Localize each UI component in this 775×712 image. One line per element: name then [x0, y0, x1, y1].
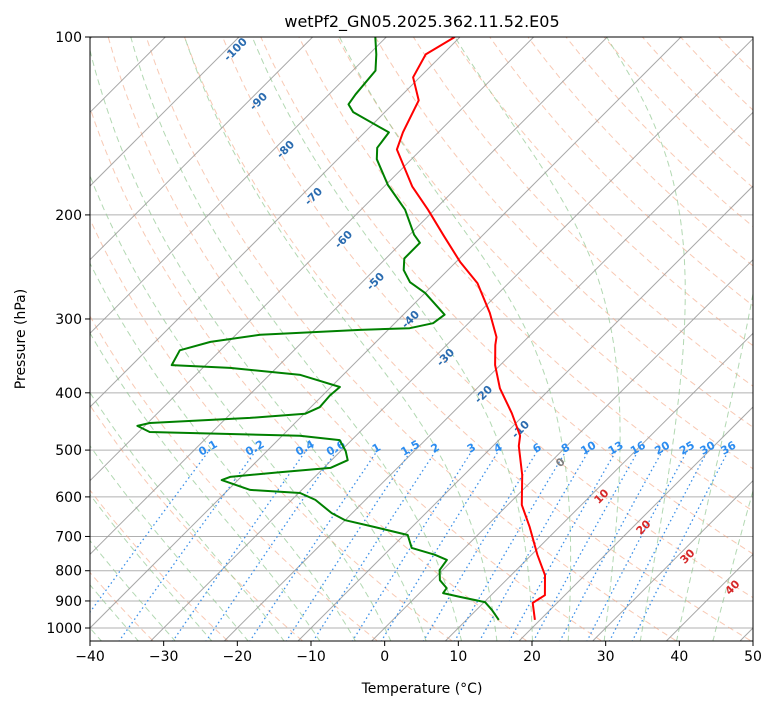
dry-adiabat	[413, 37, 775, 641]
chart-title: wetPf2_GN05.2025.362.11.52.E05	[284, 12, 559, 32]
y-tick-label: 600	[55, 490, 82, 506]
isotherm	[0, 24, 399, 643]
dry-adiabat	[452, 37, 775, 641]
y-tick-label: 700	[55, 529, 82, 545]
y-tick-label: 400	[55, 386, 82, 402]
x-tick-label: 50	[744, 649, 762, 665]
moist-adiabat	[0, 37, 320, 642]
y-tick-label: 300	[55, 312, 82, 328]
adiabat-label: 30	[678, 546, 698, 566]
dry-adiabat	[757, 37, 775, 641]
mixing-ratio-label: 1.5	[399, 438, 422, 459]
mixing-ratio-line	[381, 450, 499, 642]
pressure-gridlines	[90, 37, 753, 628]
moist-adiabat	[0, 37, 285, 642]
mixing-ratio-label: 25	[677, 439, 697, 458]
dry-adiabat	[375, 37, 775, 641]
y-tick-label: 1000	[46, 621, 82, 637]
moist-adiabat	[0, 37, 249, 642]
mixing-ratio-label: 10	[579, 439, 599, 458]
y-axis: 100 200 300 400 500 600 700 800 900 1000	[46, 30, 90, 637]
x-tick-label: −30	[149, 649, 179, 665]
mixing-ratio-label: 0.4	[293, 437, 317, 458]
adiabat-label: -80	[274, 138, 297, 161]
isotherm	[738, 24, 775, 643]
mixing-ratio-label: 3	[465, 441, 478, 456]
x-tick-label: 20	[523, 649, 541, 665]
adiabat-label: -60	[332, 228, 355, 251]
dry-adiabat	[261, 37, 775, 641]
mixing-ratio-line	[352, 450, 472, 642]
dry-adiabat	[0, 37, 3, 641]
dry-adiabat	[337, 37, 775, 641]
isotherm	[149, 24, 768, 643]
adiabat-label: 40	[723, 577, 743, 597]
mixing-ratio-label: 1	[370, 441, 383, 456]
x-tick-label: 40	[670, 649, 688, 665]
isotherm	[370, 24, 775, 643]
dry-adiabat	[185, 37, 751, 641]
moist-adiabat	[87, 37, 427, 642]
x-axis: −40 −30 −20 −10 0 10 20 30 40 50	[75, 641, 762, 665]
mixing-ratio-line	[587, 450, 688, 642]
adiabat-label: -70	[302, 185, 325, 208]
mixing-ratio-line	[423, 450, 538, 642]
dry-adiabat	[681, 37, 775, 641]
mixing-ratio-line	[509, 450, 617, 642]
x-tick-label: −20	[223, 649, 253, 665]
isotherm	[0, 24, 252, 643]
isotherm	[591, 24, 775, 643]
plot-area: -100-90-80-70-60-50-40-30-20-10010203040…	[0, 24, 775, 643]
mixing-ratio-label: 2	[429, 441, 442, 456]
y-axis-label: Pressure (hPa)	[13, 289, 29, 389]
moist-adiabat	[0, 37, 212, 642]
x-axis-label: Temperature (°C)	[361, 681, 483, 697]
mixing-ratio-label: 13	[606, 439, 626, 458]
x-tick-label: 10	[449, 649, 467, 665]
adiabat-label: -50	[364, 270, 387, 293]
dry-adiabat	[490, 37, 775, 641]
x-tick-label: 0	[380, 649, 389, 665]
adiabat-label: -90	[247, 90, 270, 113]
mixing-ratio-line	[560, 450, 663, 642]
dry-adiabat	[0, 37, 302, 641]
y-tick-label: 200	[55, 208, 82, 224]
isotherm	[443, 24, 775, 643]
isotherms	[0, 24, 775, 643]
isotherm	[664, 24, 775, 643]
dry-adiabats	[0, 37, 775, 641]
dry-adiabat	[0, 37, 78, 641]
y-tick-label: 900	[55, 594, 82, 610]
adiabat-label: -20	[472, 383, 495, 406]
x-tick-label: −10	[296, 649, 326, 665]
moist-adiabat	[50, 37, 391, 642]
mixing-ratio-label: 30	[698, 439, 718, 458]
y-tick-label: 800	[55, 564, 82, 580]
x-tick-label: 30	[597, 649, 615, 665]
mixing-ratio-label: 20	[652, 439, 672, 458]
dry-adiabat	[0, 37, 377, 641]
y-tick-label: 500	[55, 443, 82, 459]
temperature-line	[397, 37, 545, 620]
dry-adiabat	[719, 37, 775, 641]
mixing-ratio-line	[609, 450, 708, 642]
dry-adiabat	[70, 37, 526, 641]
y-tick-label: 100	[55, 30, 82, 46]
dry-adiabat	[642, 37, 775, 641]
adiabat-label: -100	[221, 35, 250, 64]
profile-series	[137, 37, 545, 620]
dewpoint-line	[137, 37, 498, 620]
x-tick-label: −40	[75, 649, 105, 665]
adiabat-label: -30	[434, 346, 457, 369]
